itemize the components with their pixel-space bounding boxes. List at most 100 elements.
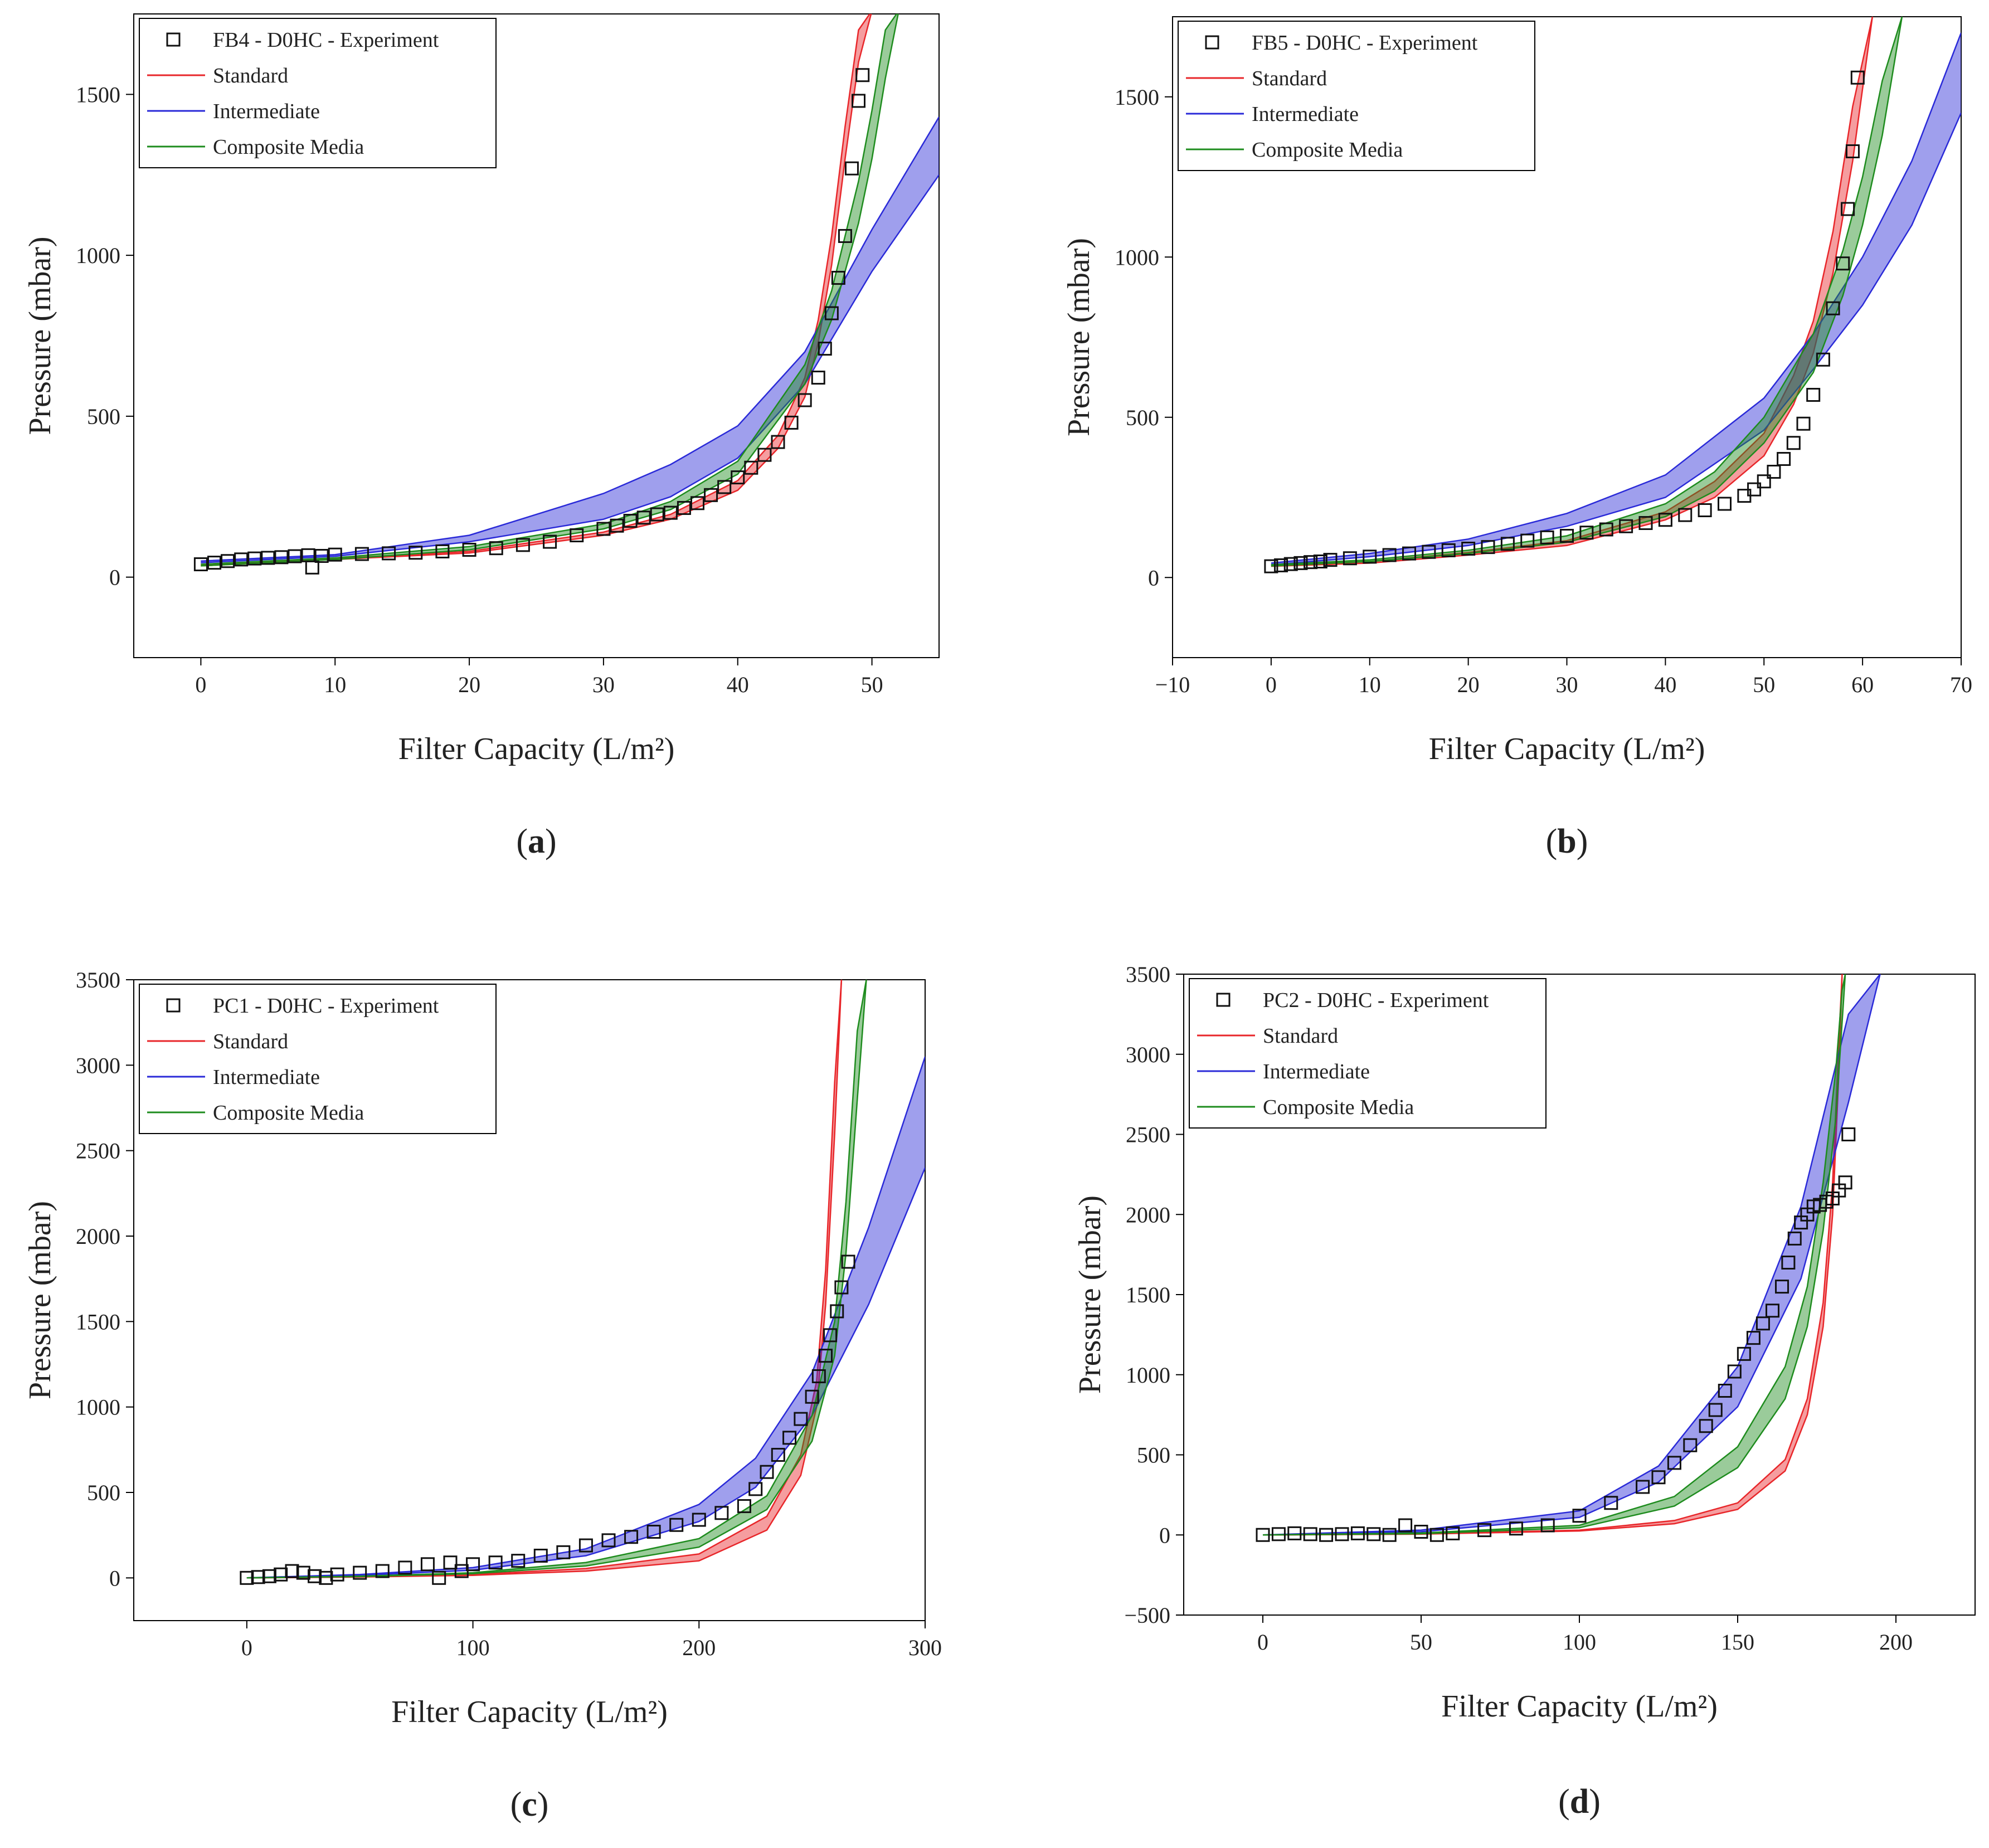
experiment-point xyxy=(677,500,691,515)
experiment-point xyxy=(1429,1528,1444,1542)
experiment-point xyxy=(1283,557,1298,571)
experiment-point xyxy=(757,448,772,462)
experiment-point xyxy=(1658,513,1672,527)
experiment-point xyxy=(1816,352,1830,367)
experiment-point xyxy=(1500,537,1515,551)
y-tick-label: 500 xyxy=(87,1480,120,1505)
legend-label: Composite Media xyxy=(1263,1096,1414,1119)
panel-caption: (d) xyxy=(1558,1783,1601,1821)
experiment-point xyxy=(1604,1496,1618,1510)
legend-box xyxy=(139,18,497,168)
experiment-point xyxy=(663,505,678,520)
legend-label: Standard xyxy=(213,64,288,87)
experiment-point xyxy=(1350,1526,1365,1540)
experiment-point xyxy=(221,554,235,568)
experiment-point xyxy=(760,1465,774,1479)
y-tick-label: 0 xyxy=(1148,565,1159,590)
y-tick-label: −500 xyxy=(1124,1603,1170,1628)
experiment-point xyxy=(1572,1509,1587,1523)
experiment-point xyxy=(1737,1346,1751,1361)
x-tick-label: 200 xyxy=(682,1635,716,1660)
experiment-point xyxy=(1757,474,1771,489)
x-tick-label: 70 xyxy=(1950,672,1972,697)
experiment-point xyxy=(830,1304,844,1319)
experiment-point xyxy=(240,1570,254,1585)
experiment-point xyxy=(823,1328,838,1343)
experiment-point xyxy=(375,1564,390,1578)
experiment-point xyxy=(1806,388,1821,402)
experiment-point xyxy=(382,546,396,561)
experiment-point xyxy=(1303,1527,1317,1541)
legend-box xyxy=(139,984,497,1134)
experiment-point xyxy=(1667,1456,1681,1470)
experiment-point xyxy=(601,1533,616,1548)
y-tick-label: 3500 xyxy=(76,967,120,993)
experiment-point xyxy=(1619,519,1633,533)
chart-d: 0 50 100 150 200 −500 0 500 1000 1500 2000 2500 3000… xyxy=(1073,962,1976,1821)
x-tick-label: 20 xyxy=(1457,672,1480,697)
experiment-point xyxy=(462,543,476,557)
x-tick-label: 10 xyxy=(324,672,346,697)
experiment-point xyxy=(1366,1527,1381,1541)
legend-marker-experiment xyxy=(166,32,181,47)
experiment-point xyxy=(1335,1527,1349,1541)
experiment-point xyxy=(1481,540,1495,555)
legend-label: Intermediate xyxy=(1252,103,1359,126)
y-tick-label: 1000 xyxy=(76,1395,120,1420)
x-tick-label: 50 xyxy=(861,672,883,697)
experiment-point xyxy=(782,1431,797,1445)
experiment-point xyxy=(737,1499,751,1514)
x-tick-label: 50 xyxy=(1753,672,1775,697)
experiment-point xyxy=(516,538,530,552)
x-tick-label: −10 xyxy=(1155,672,1190,697)
experiment-point xyxy=(771,1448,785,1462)
experiment-point xyxy=(274,550,289,565)
experiment-point xyxy=(1698,503,1712,517)
experiment-point xyxy=(1271,1527,1286,1541)
experiment-point xyxy=(1841,202,1855,216)
experiment-point xyxy=(704,488,718,502)
x-axis-label: Filter Capacity (L/m²) xyxy=(391,1695,668,1729)
experiment-point xyxy=(1540,1518,1555,1533)
experiment-point xyxy=(1638,516,1653,530)
experiment-point xyxy=(714,1506,729,1520)
experiment-point xyxy=(1287,1526,1302,1540)
experiment-point xyxy=(811,1369,826,1383)
experiment-point xyxy=(1699,1419,1713,1433)
experiment-point xyxy=(1256,1528,1270,1542)
experiment-point xyxy=(543,534,557,549)
experiment-point xyxy=(1461,542,1476,556)
experiment-point xyxy=(646,1525,661,1539)
experiment-point xyxy=(1767,465,1781,479)
experiment-point xyxy=(624,1530,639,1544)
experiment-point xyxy=(1402,546,1416,561)
y-tick-label: 1500 xyxy=(1126,1282,1170,1307)
x-axis-label: Filter Capacity (L/m²) xyxy=(1429,732,1705,766)
legend-label: Standard xyxy=(1252,67,1327,90)
plot-frame xyxy=(133,979,926,1621)
plot-area xyxy=(193,14,939,575)
experiment-point xyxy=(748,1482,763,1496)
y-axis-label: Pressure (mbar) xyxy=(23,236,57,435)
x-tick-label: 30 xyxy=(592,672,615,697)
experiment-point xyxy=(1765,1304,1779,1318)
experiment-point xyxy=(1477,1523,1492,1538)
experiment-point xyxy=(784,415,799,430)
x-axis-label: Filter Capacity (L/m²) xyxy=(1441,1689,1718,1724)
curve-upper-standard xyxy=(1271,17,1874,566)
curve-lower-intermediate xyxy=(246,1167,925,1579)
experiment-point xyxy=(831,271,845,285)
experiment-point xyxy=(1579,526,1594,540)
curve-upper-composite xyxy=(246,980,867,1579)
experiment-point xyxy=(1786,436,1801,450)
experiment-point xyxy=(1845,144,1860,158)
experiment-point xyxy=(811,371,825,385)
x-tick-label: 0 xyxy=(241,1635,252,1660)
legend-label: Standard xyxy=(213,1030,288,1053)
experiment-point xyxy=(1599,522,1613,537)
experiment-point xyxy=(1718,497,1732,511)
y-tick-label: 500 xyxy=(1137,1443,1170,1468)
y-tick-label: 1000 xyxy=(76,243,120,268)
experiment-point xyxy=(432,1570,446,1585)
